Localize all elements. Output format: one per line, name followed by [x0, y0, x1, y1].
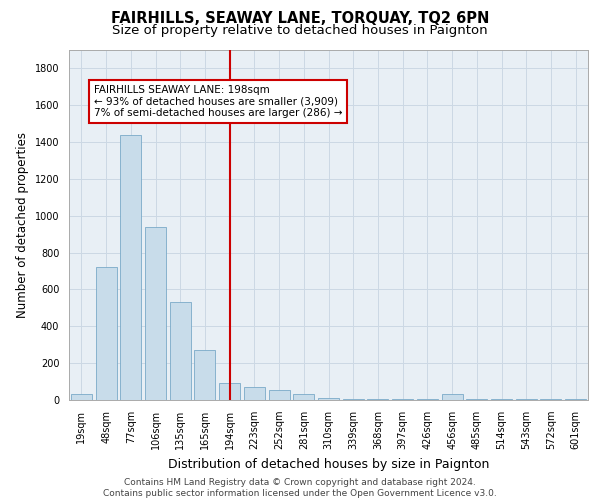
Bar	[491, 399, 512, 400]
Bar	[95, 268, 116, 400]
Text: FAIRHILLS, SEAWAY LANE, TORQUAY, TQ2 6PN: FAIRHILLS, SEAWAY LANE, TORQUAY, TQ2 6PN	[111, 11, 489, 26]
Bar	[194, 350, 215, 400]
Bar	[343, 399, 364, 400]
Bar	[269, 390, 290, 400]
Bar	[417, 399, 438, 400]
Text: Size of property relative to detached houses in Paignton: Size of property relative to detached ho…	[112, 24, 488, 37]
Bar	[244, 387, 265, 400]
Bar	[442, 394, 463, 400]
Text: Contains HM Land Registry data © Crown copyright and database right 2024.
Contai: Contains HM Land Registry data © Crown c…	[103, 478, 497, 498]
Bar	[170, 302, 191, 400]
Bar	[466, 399, 487, 400]
Bar	[120, 134, 141, 400]
Bar	[392, 399, 413, 400]
Text: FAIRHILLS SEAWAY LANE: 198sqm
← 93% of detached houses are smaller (3,909)
7% of: FAIRHILLS SEAWAY LANE: 198sqm ← 93% of d…	[94, 85, 342, 118]
Bar	[293, 394, 314, 400]
Bar	[367, 399, 388, 400]
Bar	[541, 399, 562, 400]
X-axis label: Distribution of detached houses by size in Paignton: Distribution of detached houses by size …	[168, 458, 489, 470]
Bar	[318, 398, 339, 400]
Bar	[565, 399, 586, 400]
Bar	[71, 394, 92, 400]
Bar	[145, 227, 166, 400]
Y-axis label: Number of detached properties: Number of detached properties	[16, 132, 29, 318]
Bar	[516, 399, 537, 400]
Bar	[219, 382, 240, 400]
